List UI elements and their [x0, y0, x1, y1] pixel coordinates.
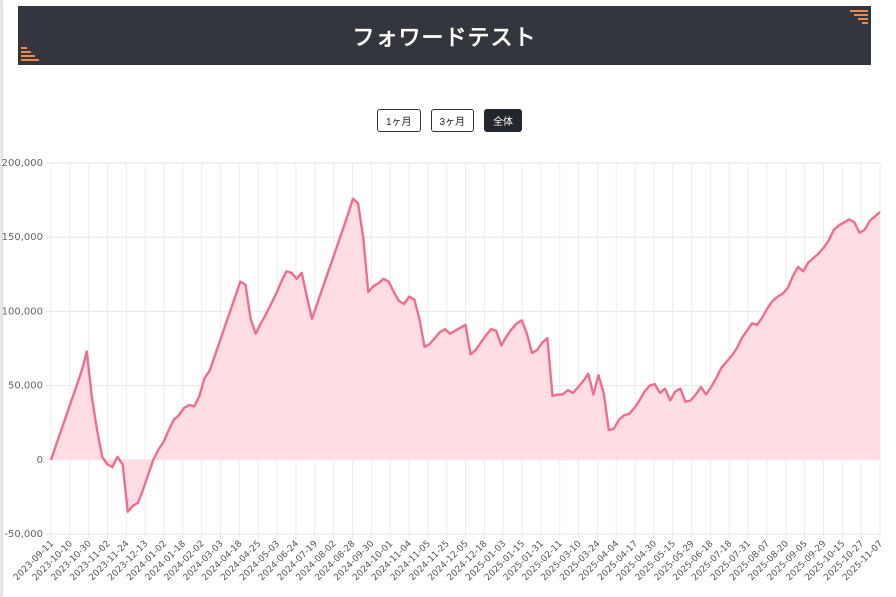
corner-stripes-icon: [21, 47, 39, 61]
y-tick-label: 0: [37, 455, 43, 466]
range-all-button[interactable]: 全体: [484, 109, 523, 132]
range-1month-button[interactable]: 1ヶ月: [376, 109, 421, 132]
y-tick-label: 200,000: [2, 158, 43, 169]
corner-stripes-icon: [850, 10, 868, 24]
page-card: フォワードテスト 1ヶ月 3ヶ月 全体: [3, 0, 896, 597]
title-bar: フォワードテスト: [18, 6, 871, 65]
y-tick-label: 150,000: [2, 232, 43, 243]
page-title: フォワードテスト: [352, 25, 537, 51]
series-area-fill: [51, 198, 880, 512]
range-selector: 1ヶ月 3ヶ月 全体: [3, 109, 896, 132]
y-tick-label: 100,000: [2, 306, 43, 317]
y-tick-label: -50,000: [4, 529, 43, 540]
y-tick-label: 50,000: [8, 381, 43, 392]
range-3month-button[interactable]: 3ヶ月: [430, 109, 475, 132]
forward-test-chart: -50,000050,000100,000150,000200,0002023-…: [2, 158, 885, 583]
